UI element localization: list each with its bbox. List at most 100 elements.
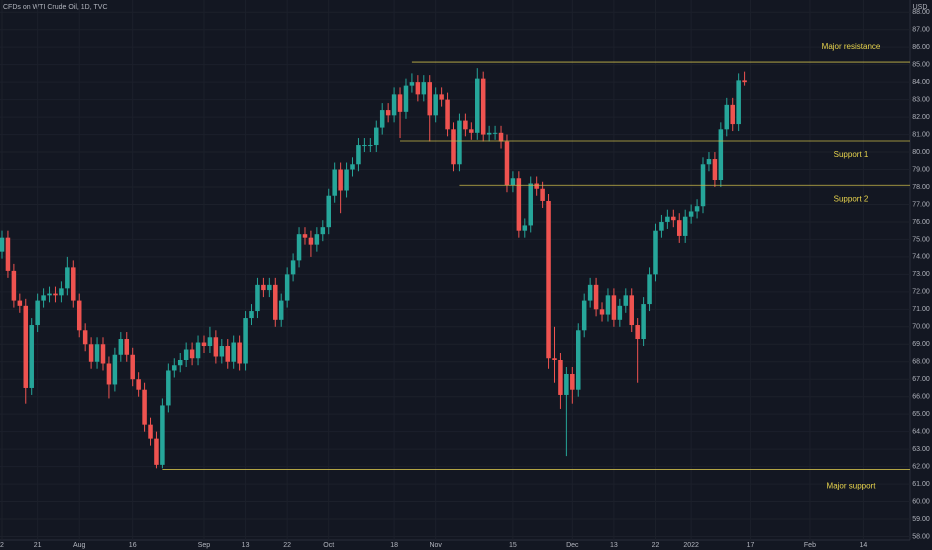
candle-body (540, 188, 545, 201)
y-tick-label: 88.00 (912, 9, 930, 16)
candle-body (237, 342, 242, 364)
candle-body (712, 159, 718, 180)
candle-body (35, 300, 40, 326)
candle-body (659, 221, 664, 231)
x-tick-label: Feb (804, 542, 816, 549)
candle-body (189, 349, 195, 359)
x-tick-label: Nov (429, 542, 442, 549)
candle-body (581, 300, 587, 331)
candle-body (142, 389, 147, 425)
candle-body (11, 270, 17, 301)
candle-body (504, 141, 510, 186)
candle-body (617, 305, 623, 320)
y-tick-label: 63.00 (912, 446, 930, 453)
y-tick-label: 80.00 (912, 149, 930, 156)
candle-body (231, 342, 236, 362)
candle-body (344, 169, 349, 191)
candle-body (273, 284, 278, 320)
y-tick-label: 69.00 (912, 341, 930, 348)
candle-body (742, 80, 747, 83)
candle-body (23, 305, 29, 388)
candle-body (593, 284, 599, 310)
candle-body (552, 358, 557, 360)
candle-body (445, 99, 450, 130)
candle-body (605, 295, 611, 315)
x-tick-label: 17 (747, 542, 755, 549)
level-label: Support 1 (834, 150, 869, 159)
candle-body (469, 129, 474, 133)
candle-body (629, 295, 634, 326)
candle-body (255, 284, 260, 312)
candle-body (76, 300, 82, 331)
y-tick-label: 59.00 (912, 516, 930, 523)
candle-body (368, 145, 373, 147)
candle-body (249, 311, 254, 319)
candle-body (558, 360, 563, 395)
candle-body (635, 325, 640, 340)
y-tick-label: 62.00 (912, 463, 930, 470)
candle-body (82, 330, 88, 345)
x-tick-label: 22 (283, 542, 291, 549)
x-tick-label: 21 (34, 542, 42, 549)
candle-body (706, 159, 712, 165)
candle-body (676, 220, 682, 236)
candle-body (587, 284, 593, 301)
level-label: Major resistance (822, 42, 881, 51)
candle-body (457, 120, 462, 165)
candle-body (451, 129, 456, 165)
candle-body (148, 424, 153, 439)
y-tick-label: 68.00 (912, 359, 930, 366)
x-tick-label: Dec (566, 542, 579, 549)
candle-body (409, 82, 415, 86)
candle-body (243, 318, 248, 364)
y-tick-label: 60.00 (912, 498, 930, 505)
y-tick-label: 72.00 (912, 289, 930, 296)
candle-body (154, 438, 159, 465)
candle-body (338, 169, 343, 191)
candle-body (41, 295, 46, 301)
candle-body (528, 183, 533, 226)
candle-body (320, 227, 326, 235)
x-tick-label: 2022 (683, 542, 699, 549)
candle-body (475, 78, 480, 133)
candle-body (65, 267, 70, 289)
x-tick-label: 13 (242, 542, 250, 549)
candle-body (427, 82, 432, 116)
candle-body (480, 78, 486, 135)
y-tick-label: 77.00 (912, 201, 930, 208)
candle-body (385, 110, 391, 116)
y-tick-label: 75.00 (912, 236, 930, 243)
unit-label: USD (913, 4, 928, 11)
candle-body (623, 295, 629, 306)
candle-body (261, 284, 266, 291)
candle-body (219, 346, 225, 357)
y-tick-label: 83.00 (912, 96, 930, 103)
candle-body (599, 309, 605, 315)
candle-body (736, 80, 741, 125)
candle-body (0, 237, 5, 252)
candle-body (201, 342, 207, 347)
candle-body (486, 132, 492, 135)
candle-body (130, 354, 135, 380)
candle-body (653, 230, 658, 275)
candle-body (564, 373, 569, 395)
candle-body (47, 293, 52, 296)
candle-body (403, 85, 409, 112)
y-tick-label: 85.00 (912, 62, 930, 69)
candle-body (166, 370, 171, 406)
y-tick-label: 76.00 (912, 219, 930, 226)
x-tick-label: Sep (198, 542, 211, 549)
candle-body (665, 216, 670, 222)
x-tick-label: 13 (610, 542, 618, 549)
y-tick-label: 58.00 (912, 533, 930, 540)
candle-body (314, 234, 320, 245)
chart-title: CFDs on WTI Crude Oil, 1D, TVC (3, 4, 108, 11)
candle-body (302, 234, 308, 238)
candle-body (516, 178, 522, 231)
x-tick-label: 16 (129, 542, 137, 549)
candle-body (332, 169, 337, 196)
candle-body (498, 132, 504, 142)
candle-body (374, 127, 379, 146)
candle-body (284, 274, 290, 301)
candle-body (53, 293, 58, 296)
